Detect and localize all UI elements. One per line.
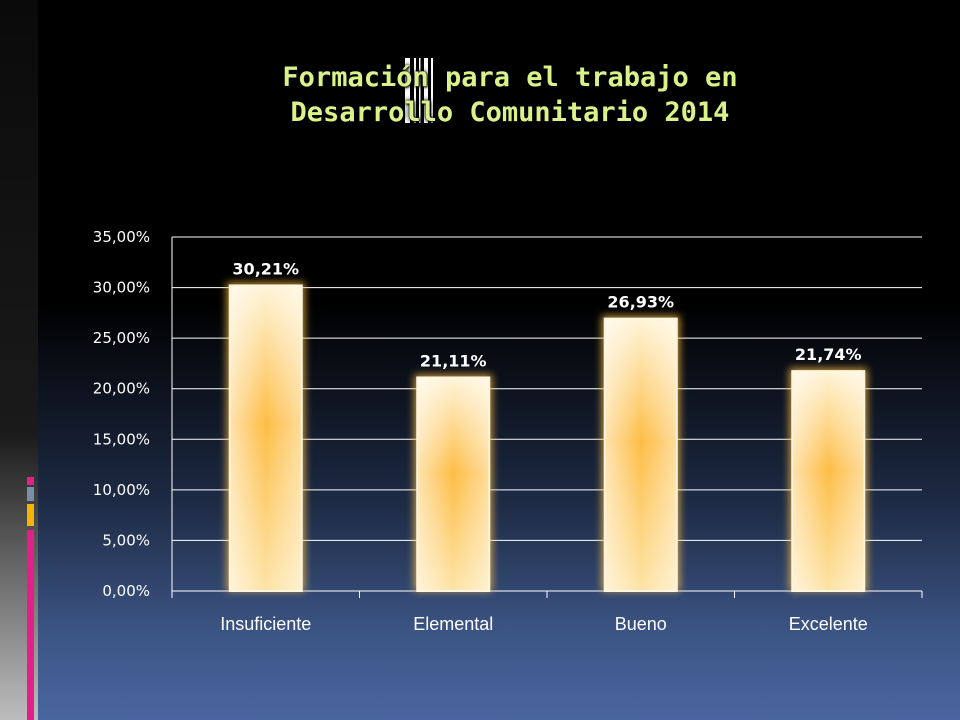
y-tick-label: 15,00% bbox=[93, 430, 150, 448]
accent-bar-pink-top bbox=[27, 477, 34, 485]
bar-shine bbox=[230, 286, 301, 590]
data-label: 21,74% bbox=[795, 345, 862, 364]
data-label: 26,93% bbox=[607, 293, 674, 312]
y-axis-tick-labels: 0,00% 5,00% 10,00% 15,00% 20,00% 25,00% 30,00%… bbox=[93, 228, 150, 600]
bar-shine bbox=[418, 378, 489, 590]
category-label: Excelente bbox=[789, 614, 868, 634]
data-labels: 30,21% 21,11% 26,93% 21,74% bbox=[232, 259, 861, 370]
category-label: Bueno bbox=[615, 614, 667, 634]
title-line-2: Desarrollo Comunitario 2014 bbox=[290, 97, 730, 128]
y-tick-label: 20,00% bbox=[93, 380, 150, 398]
accent-bar-pink-bottom bbox=[27, 530, 34, 720]
y-tick-label: 5,00% bbox=[102, 531, 150, 549]
title-line-1: Formación para el trabajo en bbox=[282, 62, 738, 93]
bar-shine bbox=[793, 372, 864, 590]
accent-bar-gray bbox=[27, 487, 34, 501]
y-tick-label: 10,00% bbox=[93, 481, 150, 499]
page-title: Formación para el trabajo en Desarrollo … bbox=[150, 60, 870, 130]
y-tick-label: 25,00% bbox=[93, 329, 150, 347]
data-label: 30,21% bbox=[232, 259, 299, 278]
data-label: 21,11% bbox=[420, 351, 487, 370]
vertical-lines-decoration bbox=[405, 58, 433, 123]
x-axis-category-labels: Insuficiente Elemental Bueno Excelente bbox=[220, 614, 868, 634]
bar-shine bbox=[605, 319, 676, 590]
y-tick-label: 0,00% bbox=[102, 582, 150, 600]
y-tick-label: 30,00% bbox=[93, 279, 150, 297]
category-label: Elemental bbox=[413, 614, 493, 634]
bar-series bbox=[226, 282, 868, 592]
accent-bar-yellow bbox=[27, 504, 34, 526]
y-tick-label: 35,00% bbox=[93, 228, 150, 246]
category-label: Insuficiente bbox=[220, 614, 311, 634]
